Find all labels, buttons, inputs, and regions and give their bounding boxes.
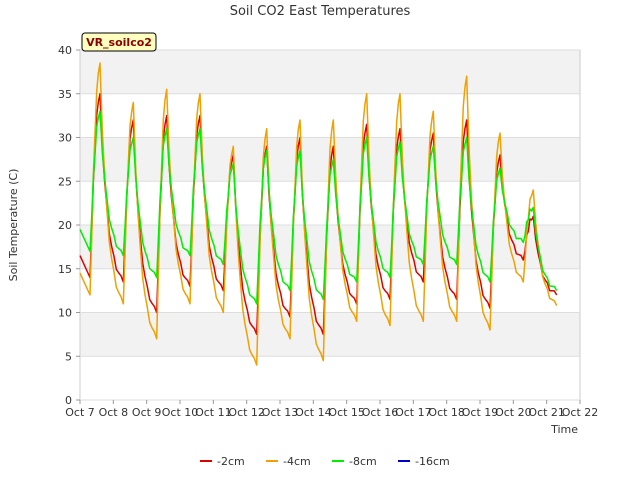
x-tick-label: Oct 19 — [462, 406, 499, 419]
y-tick-label: 15 — [58, 263, 72, 276]
chart-title: Soil CO2 East Temperatures — [230, 4, 411, 19]
plot-band — [80, 268, 580, 313]
legend-label: -8cm — [349, 455, 377, 468]
x-tick-label: Oct 10 — [162, 406, 199, 419]
site-badge: VR_soilco2 — [81, 32, 157, 52]
plot-band — [80, 312, 580, 357]
series-line-4cm — [79, 62, 558, 366]
plot-band — [80, 225, 580, 269]
plot-band — [80, 356, 580, 400]
y-tick-label: 40 — [58, 44, 72, 57]
series-line-2cm — [79, 93, 558, 336]
x-tick-label: Oct 7 — [65, 406, 95, 419]
series-lines — [79, 62, 558, 366]
site-badge-box — [81, 32, 157, 52]
x-tick-label: Oct 11 — [195, 406, 232, 419]
x-tick-label: Oct 21 — [528, 406, 565, 419]
x-tick-label: Oct 15 — [328, 406, 365, 419]
x-tick-label: Oct 16 — [362, 406, 399, 419]
legend: -2cm -4cm -8cm -16cm — [200, 455, 450, 468]
x-tick-label: Oct 18 — [428, 406, 465, 419]
x-tick-label: Oct 8 — [99, 406, 129, 419]
y-axis-label: Soil Temperature (C) — [7, 169, 20, 282]
x-tick-label: Oct 17 — [395, 406, 432, 419]
legend-label: -4cm — [283, 455, 311, 468]
y-tick-label: 5 — [65, 350, 72, 363]
series-line-8cm — [79, 110, 558, 305]
y-tick-label: 20 — [58, 219, 72, 232]
x-tick-label: Oct 13 — [262, 406, 299, 419]
x-tick-label: Oct 22 — [562, 406, 599, 419]
x-tick-label: Oct 20 — [495, 406, 532, 419]
legend-label: -2cm — [217, 455, 245, 468]
y-tick-label: 0 — [65, 394, 72, 407]
x-tick-label: Oct 12 — [228, 406, 265, 419]
plot-band — [80, 50, 580, 94]
x-tick-label: Oct 14 — [295, 406, 332, 419]
x-tick-label: Oct 9 — [132, 406, 162, 419]
site-badge-label: VR_soilco2 — [86, 36, 152, 49]
y-tick-label: 35 — [58, 88, 72, 101]
y-tick-label: 25 — [58, 175, 72, 188]
y-tick-label: 30 — [58, 132, 72, 145]
x-axis-label: Time — [550, 423, 578, 436]
plot-band — [80, 93, 580, 138]
legend-label: -16cm — [415, 455, 450, 468]
y-tick-label: 10 — [58, 307, 72, 320]
